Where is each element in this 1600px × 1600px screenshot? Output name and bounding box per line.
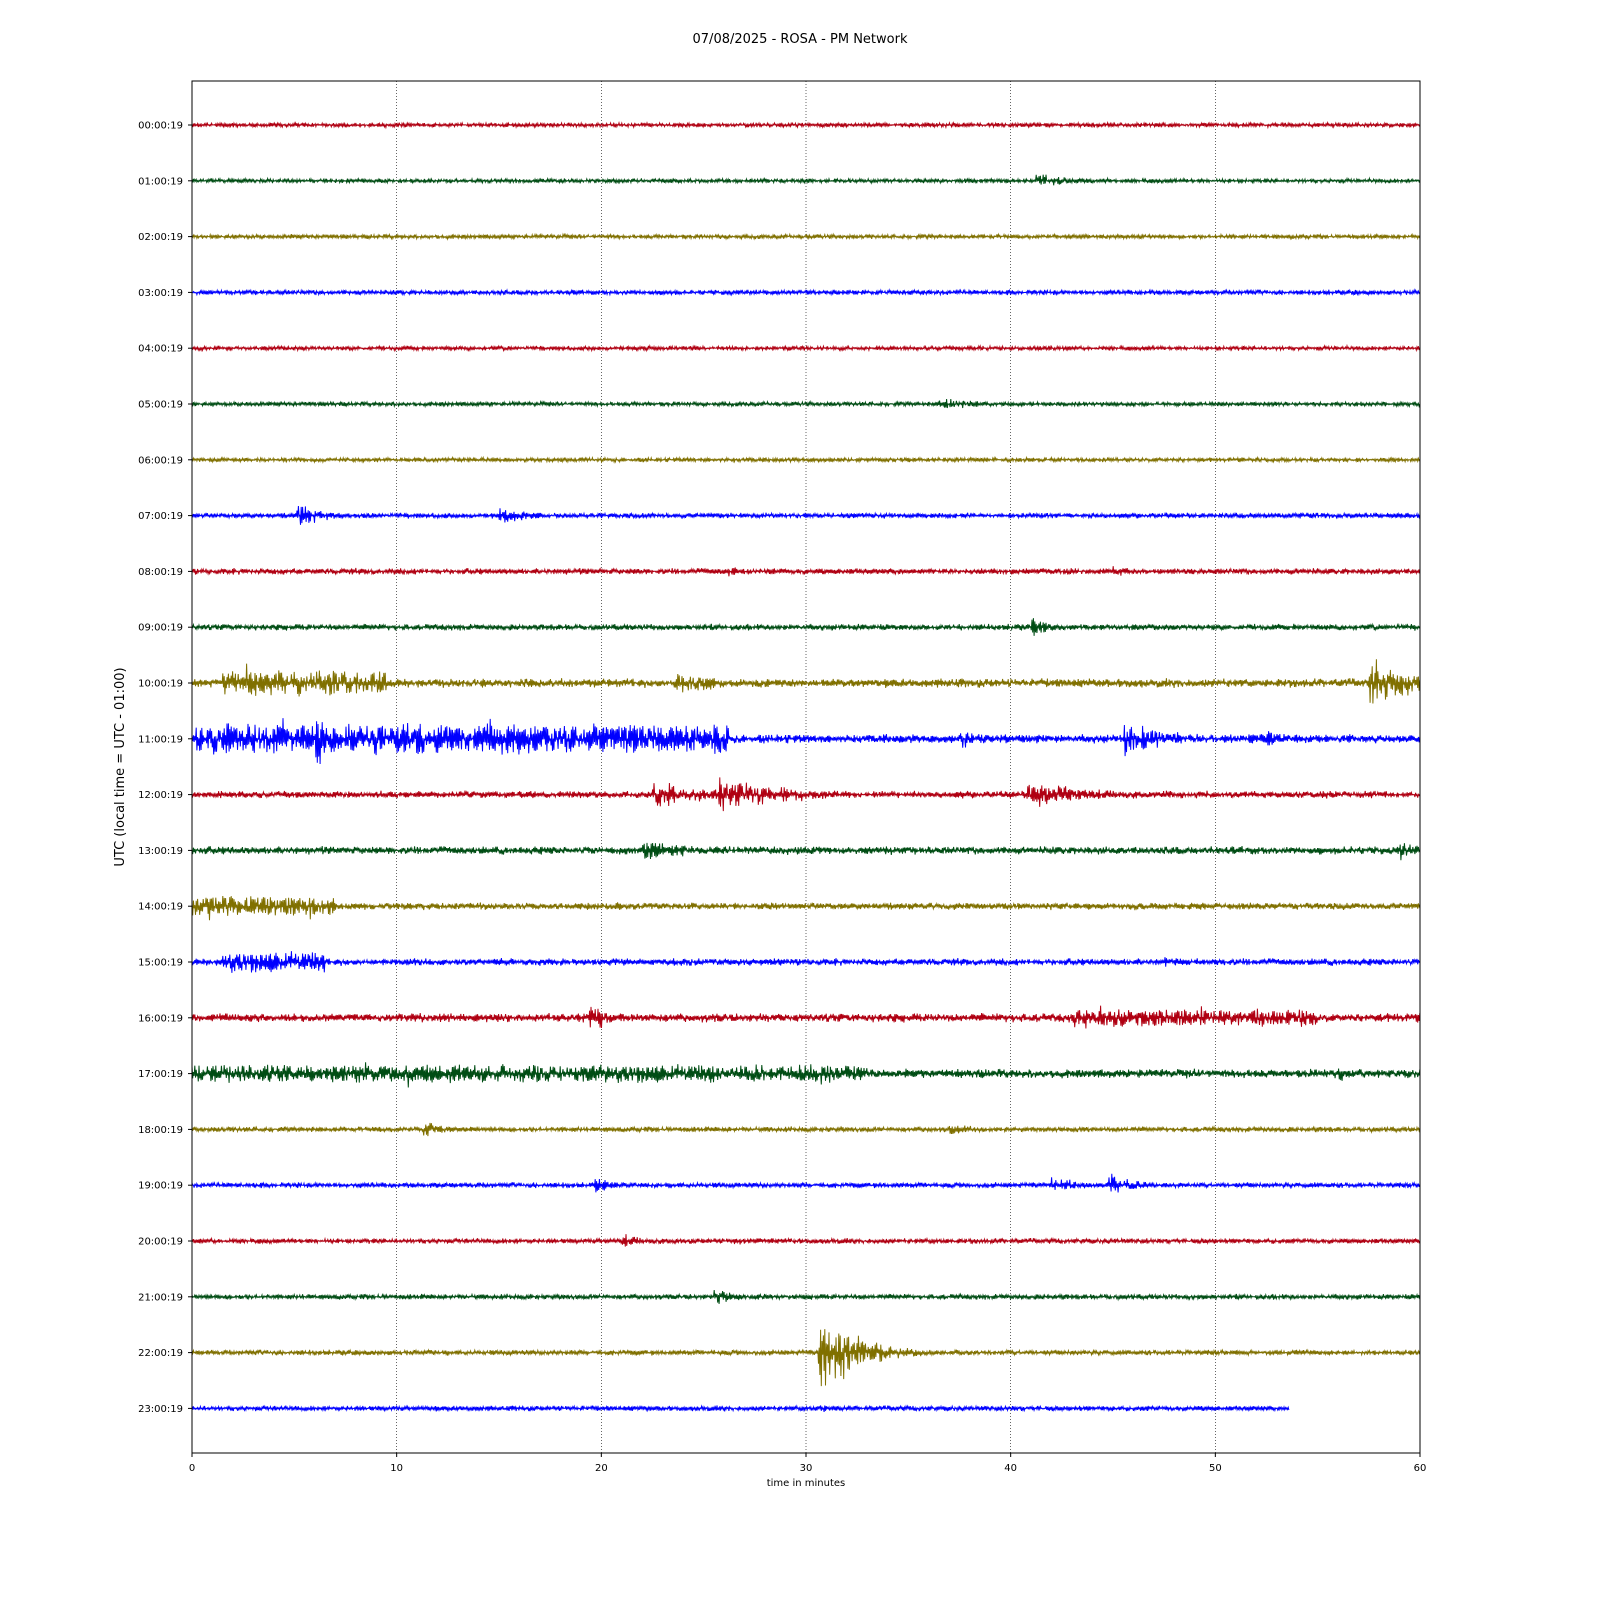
x-ticks: 0 10 20 30 40 50 60: [189, 1453, 1427, 1474]
y-ticks: 00:00:19 01:00:19 02:00:19 03:00:19 04:00:19…: [138, 121, 192, 1415]
trace-11-00-19: [191, 718, 1421, 765]
x-tick-label: 50: [1209, 1463, 1222, 1474]
x-tick-label: 10: [390, 1463, 403, 1474]
trace-02-00-19: [191, 232, 1421, 241]
trace-20-00-19: [191, 1234, 1421, 1247]
y-tick-label: 11:00:19: [138, 734, 183, 745]
trace-12-00-19: [191, 777, 1421, 812]
trace-18-00-19: [191, 1122, 1421, 1137]
x-tick-label: 40: [1004, 1463, 1017, 1474]
x-grid: [396, 81, 1216, 1453]
x-axis-label: time in minutes: [767, 1478, 846, 1489]
trace-03-00-19: [191, 288, 1421, 297]
y-tick-label: 18:00:19: [138, 1125, 183, 1136]
y-tick-label: 22:00:19: [138, 1348, 183, 1359]
y-tick-label: 02:00:19: [138, 232, 183, 243]
y-tick-label: 03:00:19: [138, 288, 183, 299]
trace-00-00-19: [191, 120, 1421, 130]
y-tick-label: 06:00:19: [138, 455, 183, 466]
trace-01-00-19: [191, 174, 1421, 186]
x-tick-label: 30: [800, 1463, 813, 1474]
y-tick-label: 16:00:19: [138, 1013, 183, 1024]
trace-21-00-19: [191, 1289, 1421, 1304]
y-tick-label: 01:00:19: [138, 176, 183, 187]
y-tick-label: 00:00:19: [138, 121, 183, 132]
trace-08-00-19: [191, 566, 1421, 577]
y-tick-label: 21:00:19: [138, 1292, 183, 1303]
y-tick-label: 04:00:19: [138, 344, 183, 355]
y-tick-label: 10:00:19: [138, 679, 183, 690]
x-tick-label: 20: [595, 1463, 608, 1474]
traces: [191, 120, 1421, 1413]
y-tick-label: 20:00:19: [138, 1237, 183, 1248]
trace-09-00-19: [191, 618, 1421, 636]
chart-title: 07/08/2025 - ROSA - PM Network: [693, 32, 908, 47]
x-tick-label: 60: [1414, 1463, 1427, 1474]
trace-05-00-19: [191, 398, 1421, 409]
y-tick-label: 07:00:19: [138, 511, 183, 522]
y-tick-label: 14:00:19: [138, 902, 183, 913]
y-tick-label: 19:00:19: [138, 1181, 183, 1192]
trace-22-00-19: [191, 1329, 1421, 1387]
trace-15-00-19: [191, 951, 1421, 973]
trace-16-00-19: [191, 1005, 1421, 1029]
trace-19-00-19: [191, 1173, 1421, 1193]
y-tick-label: 15:00:19: [138, 958, 183, 969]
y-axis-label: UTC (local time = UTC - 01:00): [113, 667, 128, 866]
y-tick-label: 05:00:19: [138, 400, 183, 411]
x-tick-label: 0: [189, 1463, 195, 1474]
y-tick-label: 13:00:19: [138, 846, 183, 857]
trace-10-00-19: [191, 659, 1421, 704]
trace-04-00-19: [191, 343, 1421, 353]
trace-14-00-19: [191, 895, 1421, 921]
trace-13-00-19: [191, 842, 1421, 861]
plot-frame: [191, 80, 1421, 1454]
y-tick-label: 09:00:19: [138, 623, 183, 634]
y-tick-label: 23:00:19: [138, 1404, 183, 1415]
trace-23-00-19: [191, 1404, 1290, 1413]
trace-17-00-19: [191, 1062, 1421, 1088]
y-tick-label: 17:00:19: [138, 1069, 183, 1080]
y-tick-label: 12:00:19: [138, 790, 183, 801]
trace-06-00-19: [191, 455, 1421, 464]
trace-07-00-19: [191, 505, 1421, 525]
y-tick-label: 08:00:19: [138, 567, 183, 578]
